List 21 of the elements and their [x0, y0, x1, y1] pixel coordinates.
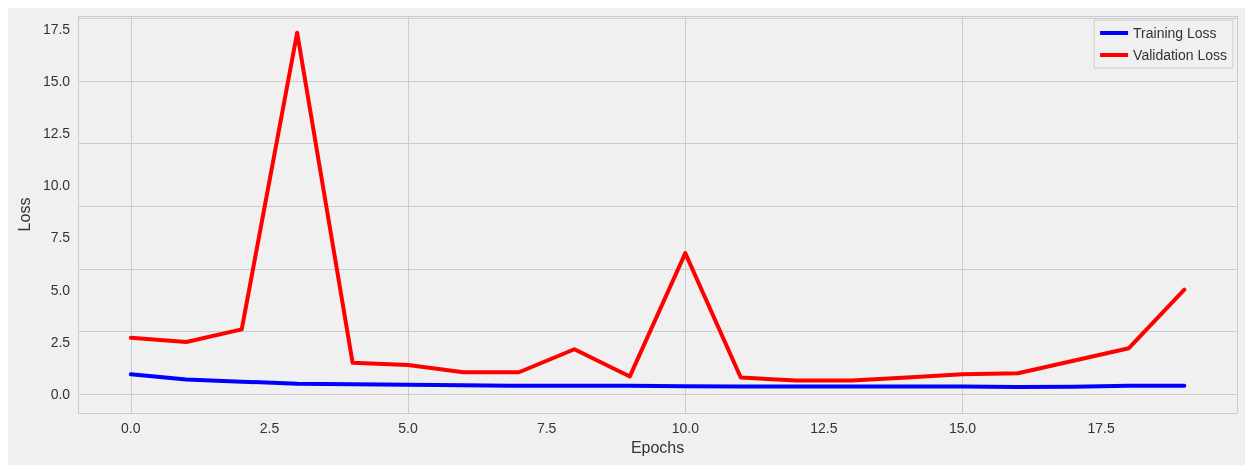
x-tick-label: 15.0: [948, 420, 977, 436]
y-axis-title: Loss: [15, 197, 33, 232]
y-tick-label: 17.5: [42, 20, 71, 37]
y-tick-label: 0.0: [50, 386, 71, 403]
x-tick-label: 17.5: [1087, 420, 1115, 436]
x-tick-label: 7.5: [536, 420, 557, 436]
y-tick-label: 7.5: [50, 229, 71, 246]
x-tick-label: 0.0: [121, 420, 141, 436]
x-tick-label: 2.5: [259, 420, 280, 436]
x-tick-label: 12.5: [810, 420, 838, 436]
x-tick-label: 10.0: [671, 420, 700, 436]
x-tick-label: 5.0: [398, 420, 418, 436]
y-tick-label: 2.5: [50, 333, 71, 350]
y-tick-label: 5.0: [50, 281, 71, 298]
legend-label: Training Loss: [1133, 25, 1217, 41]
y-tick-label: 12.5: [42, 125, 71, 142]
x-axis-title: Epochs: [630, 439, 685, 457]
y-tick-label: 15.0: [42, 72, 71, 89]
legend-label: Validation Loss: [1133, 47, 1228, 63]
line-series: [128, 372, 1187, 389]
y-tick-label: 10.0: [42, 177, 71, 194]
